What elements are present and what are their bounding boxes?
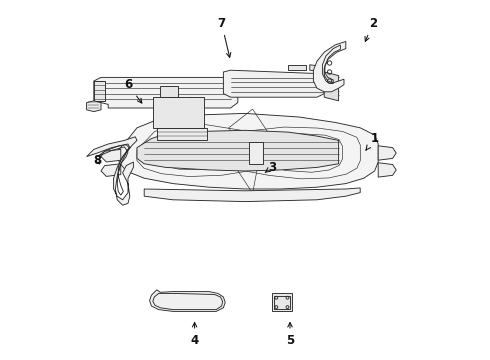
Polygon shape — [149, 290, 225, 311]
Polygon shape — [223, 70, 331, 97]
Polygon shape — [378, 163, 396, 177]
Polygon shape — [314, 41, 346, 92]
Polygon shape — [248, 142, 263, 164]
Polygon shape — [157, 128, 207, 140]
Polygon shape — [160, 86, 178, 97]
Polygon shape — [87, 101, 101, 112]
Polygon shape — [87, 137, 137, 205]
Text: 5: 5 — [286, 323, 294, 347]
Text: 2: 2 — [365, 17, 377, 41]
Polygon shape — [310, 65, 324, 72]
Polygon shape — [94, 77, 238, 108]
Polygon shape — [272, 293, 292, 311]
Polygon shape — [324, 72, 339, 101]
Polygon shape — [94, 81, 104, 101]
Text: 8: 8 — [93, 154, 101, 167]
Polygon shape — [153, 97, 204, 128]
Polygon shape — [144, 188, 360, 202]
Polygon shape — [101, 164, 121, 176]
Text: 4: 4 — [191, 323, 199, 347]
Text: 3: 3 — [265, 161, 276, 174]
Polygon shape — [378, 146, 396, 160]
Polygon shape — [101, 149, 121, 162]
Text: 6: 6 — [124, 78, 142, 103]
Text: 1: 1 — [366, 132, 379, 150]
Polygon shape — [288, 65, 306, 70]
Polygon shape — [119, 113, 378, 189]
Text: 7: 7 — [218, 17, 231, 57]
Polygon shape — [137, 130, 339, 171]
